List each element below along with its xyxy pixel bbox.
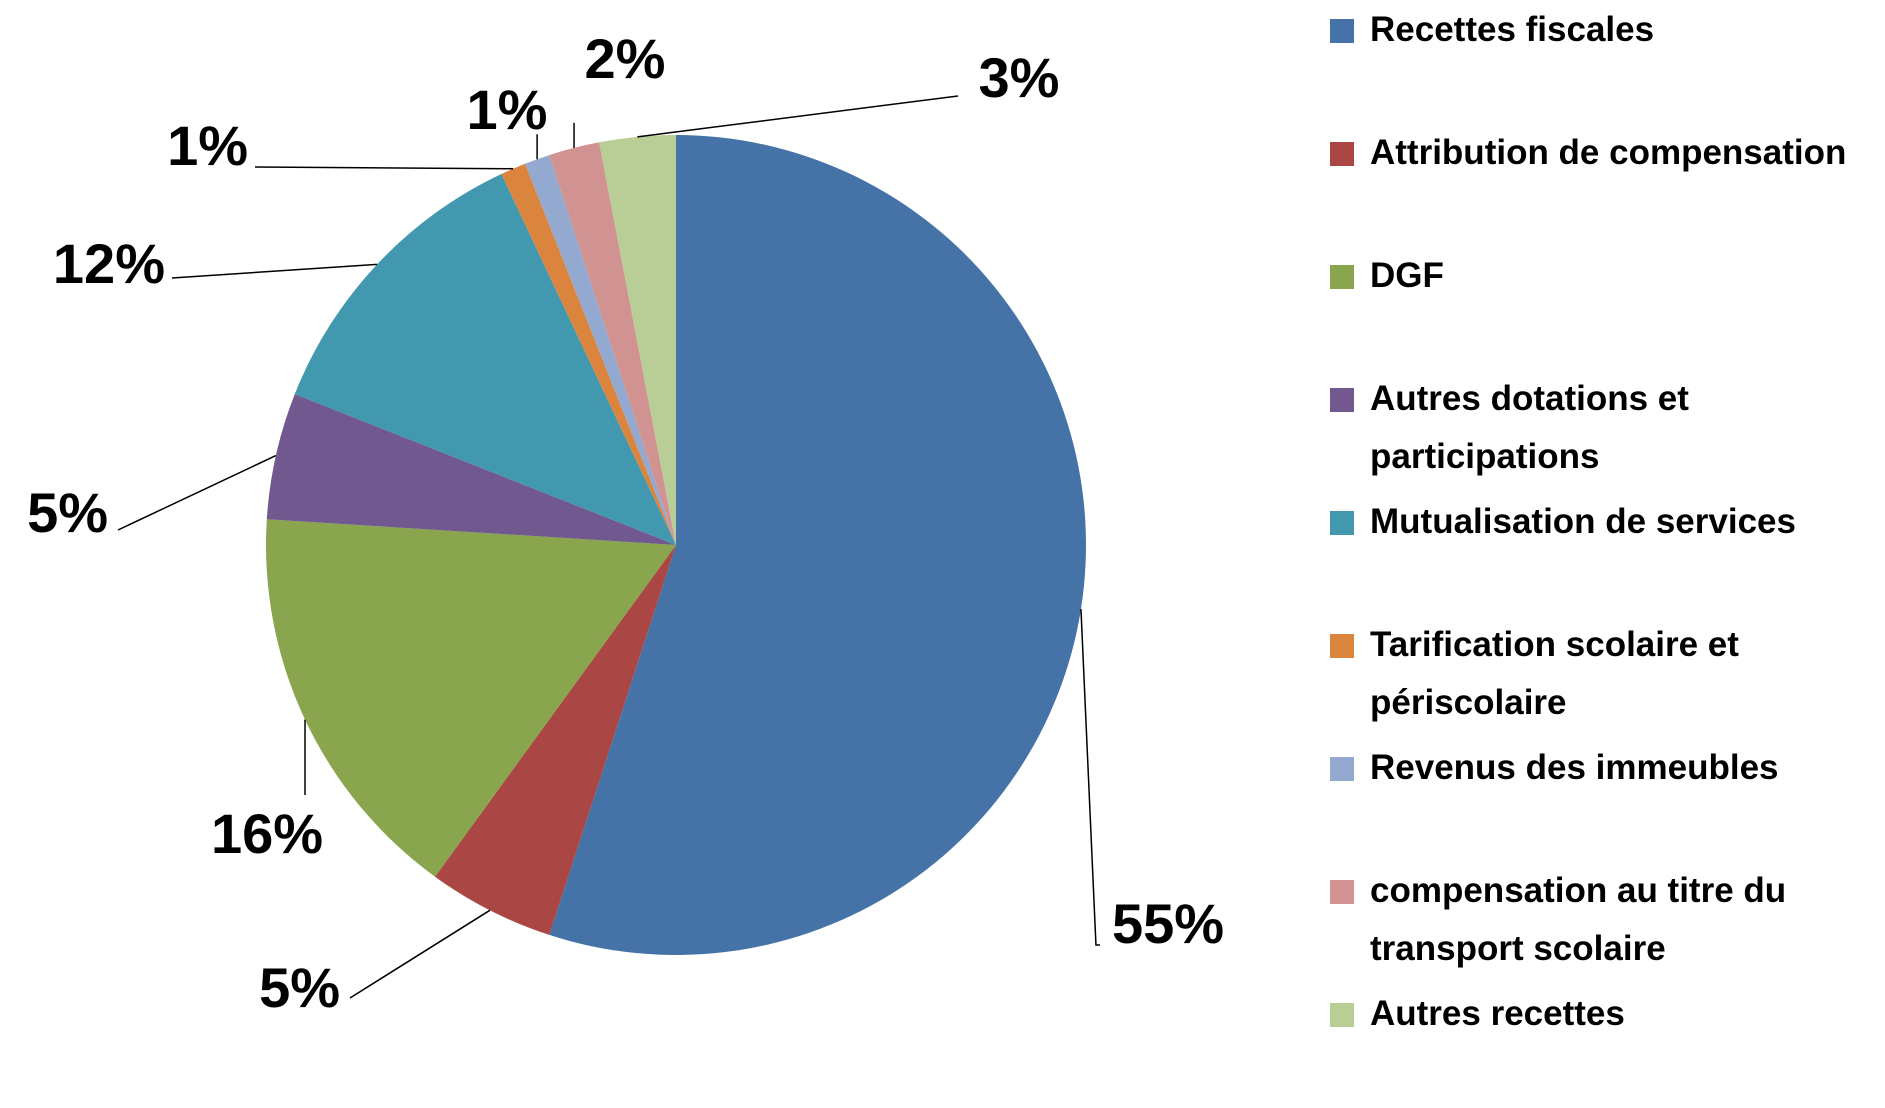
- pie-chart: 55%5%16%5%12%1%1%2%3%: [0, 0, 1300, 1030]
- data-label: 55%: [1112, 892, 1224, 955]
- data-label: 3%: [979, 46, 1060, 109]
- data-label: 16%: [211, 802, 323, 865]
- legend-label: DGF: [1370, 256, 1444, 295]
- legend-swatch: [1330, 511, 1354, 535]
- legend-label: Autres dotations et participations: [1370, 379, 1689, 476]
- legend-label: Tarification scolaire et périscolaire: [1370, 625, 1739, 722]
- legend-entry: DGF: [1330, 247, 1880, 370]
- legend-entry: Tarification scolaire et périscolaire: [1330, 616, 1880, 739]
- leader-line: [1081, 609, 1100, 945]
- legend-swatch: [1330, 265, 1354, 289]
- legend-entry: Attribution de compensation: [1330, 124, 1880, 247]
- legend-swatch: [1330, 1003, 1354, 1027]
- legend-label: Attribution de compensation: [1370, 133, 1846, 172]
- legend-label: Autres recettes: [1370, 994, 1625, 1033]
- legend-swatch: [1330, 757, 1354, 781]
- leader-line: [350, 910, 490, 998]
- legend-entry: Revenus des immeubles: [1330, 739, 1880, 862]
- legend-entry: compensation au titre du transport scola…: [1330, 862, 1880, 985]
- data-label: 1%: [467, 78, 548, 141]
- leader-line: [255, 167, 513, 169]
- leader-line: [118, 456, 276, 530]
- legend-entry: Autres dotations et participations: [1330, 370, 1880, 493]
- legend-swatch: [1330, 880, 1354, 904]
- legend-swatch: [1330, 634, 1354, 658]
- data-label: 5%: [259, 956, 340, 1019]
- legend-label: compensation au titre du transport scola…: [1370, 871, 1786, 968]
- legend-entry: Mutualisation de services: [1330, 493, 1880, 616]
- legend-swatch: [1330, 388, 1354, 412]
- legend-swatch: [1330, 142, 1354, 166]
- legend-label: Mutualisation de services: [1370, 502, 1796, 541]
- leader-line: [637, 96, 958, 137]
- legend-entry: Autres recettes: [1330, 985, 1880, 1108]
- legend: Recettes fiscales Attribution de compensa…: [1330, 1, 1880, 1108]
- data-label: 5%: [27, 481, 108, 544]
- data-label: 12%: [53, 232, 165, 295]
- legend-entry: Recettes fiscales: [1330, 1, 1880, 124]
- legend-swatch: [1330, 19, 1354, 43]
- legend-label: Recettes fiscales: [1370, 10, 1654, 49]
- data-label: 1%: [167, 114, 248, 177]
- legend-label: Revenus des immeubles: [1370, 748, 1779, 787]
- data-label: 2%: [585, 27, 666, 90]
- leader-line: [172, 264, 377, 278]
